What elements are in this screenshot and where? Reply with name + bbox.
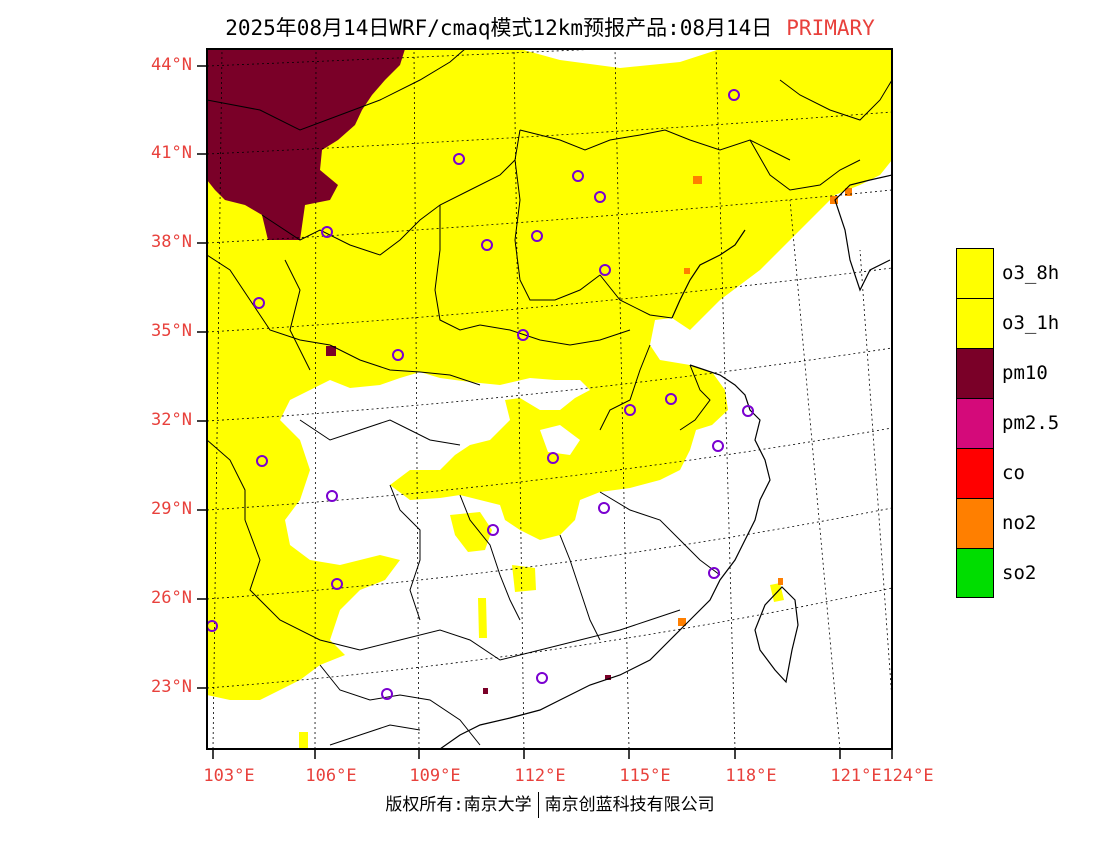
lat-label-35n: 35°N	[151, 321, 192, 341]
o3-patch-guangxi	[478, 598, 487, 638]
legend-swatch	[956, 248, 994, 298]
station-marker	[253, 297, 265, 309]
title-main: 2025年08月14日WRF/cmaq模式12km预报产品:08月14日	[225, 16, 773, 40]
station-marker	[598, 502, 610, 514]
lon-label-112e: 112°E	[514, 766, 566, 786]
no2-spot-6	[778, 578, 783, 585]
lat-label-44n: 44°N	[151, 55, 192, 75]
copyright-text: 版权所有:南京大学	[385, 795, 532, 815]
legend-label: co	[1002, 462, 1025, 484]
latitude-gridlines	[207, 49, 892, 689]
no2-spot-5	[684, 268, 690, 274]
station-marker	[572, 170, 584, 182]
title-primary-tag: PRIMARY	[786, 16, 875, 40]
station-marker	[207, 620, 218, 632]
o3-patch-hunan	[450, 512, 492, 552]
lat-label-29n: 29°N	[151, 499, 192, 519]
station-marker	[536, 672, 548, 684]
lon-label-106e: 106°E	[305, 766, 357, 786]
legend-label: o3_1h	[1002, 312, 1060, 334]
pm10-exceedance-area	[207, 49, 405, 240]
legend-label: pm10	[1002, 362, 1048, 384]
o3-patch-jiangxi	[512, 565, 536, 592]
legend-swatch	[956, 348, 994, 398]
station-marker	[742, 405, 754, 417]
station-marker	[728, 89, 740, 101]
legend-label: pm2.5	[1002, 412, 1060, 434]
station-marker	[256, 455, 268, 467]
legend-label: no2	[1002, 512, 1037, 534]
station-marker	[517, 329, 529, 341]
map-content	[207, 49, 892, 749]
station-marker	[321, 226, 333, 238]
station-marker	[531, 230, 543, 242]
clear-area-central	[540, 425, 580, 455]
lon-label-115e: 115°E	[619, 766, 671, 786]
lat-label-26n: 26°N	[151, 588, 192, 608]
station-marker	[624, 404, 636, 416]
lat-label-23n: 23°N	[151, 677, 192, 697]
taiwan-outline	[754, 586, 799, 684]
footer-separator	[537, 792, 539, 818]
legend-label: o3_8h	[1002, 262, 1060, 284]
map-title: 2025年08月14日WRF/cmaq模式12km预报产品:08月14日 PRIM…	[0, 12, 1100, 42]
station-marker	[712, 440, 724, 452]
o3-patch-south	[299, 732, 308, 748]
station-marker	[487, 524, 499, 536]
station-marker	[331, 578, 343, 590]
o3-exceedance-area	[207, 49, 892, 700]
pm10-spot-1	[326, 346, 336, 356]
company-text: 南京创蓝科技有限公司	[544, 795, 715, 815]
no2-spot-4	[678, 618, 686, 626]
no2-spot-1	[693, 176, 702, 184]
lon-label-118e: 118°E	[725, 766, 777, 786]
tick-marks	[197, 65, 893, 759]
lon-label-124e: 124°E	[882, 766, 934, 786]
lon-label-103e: 103°E	[203, 766, 255, 786]
station-marker	[381, 688, 393, 700]
coastline	[439, 174, 892, 749]
station-marker	[392, 349, 404, 361]
station-marker	[594, 191, 606, 203]
legend-swatch	[956, 448, 994, 498]
lat-label-32n: 32°N	[151, 410, 192, 430]
legend-swatch	[956, 398, 994, 448]
station-marker	[453, 153, 465, 165]
lat-label-38n: 38°N	[151, 232, 192, 252]
legend-label: so2	[1002, 562, 1037, 584]
legend-swatch	[956, 298, 994, 348]
station-marker	[481, 239, 493, 251]
map-frame	[206, 48, 893, 750]
lat-label-41n: 41°N	[151, 143, 192, 163]
south-coast-outline	[329, 724, 421, 746]
station-marker	[547, 452, 559, 464]
province-boundaries	[207, 49, 892, 746]
station-marker	[326, 490, 338, 502]
copyright-footer: 版权所有:南京大学 南京创蓝科技有限公司	[340, 790, 760, 818]
pm10-spot-3	[483, 688, 488, 694]
legend-swatch	[956, 548, 994, 598]
legend-swatch	[956, 498, 994, 548]
longitude-gridlines	[212, 49, 892, 749]
station-marker	[708, 567, 720, 579]
no2-spot-2	[830, 196, 838, 204]
lon-label-109e: 109°E	[409, 766, 461, 786]
monitoring-stations	[207, 89, 754, 700]
station-marker	[665, 393, 677, 405]
lon-label-121e: 121°E	[830, 766, 882, 786]
station-marker	[599, 264, 611, 276]
